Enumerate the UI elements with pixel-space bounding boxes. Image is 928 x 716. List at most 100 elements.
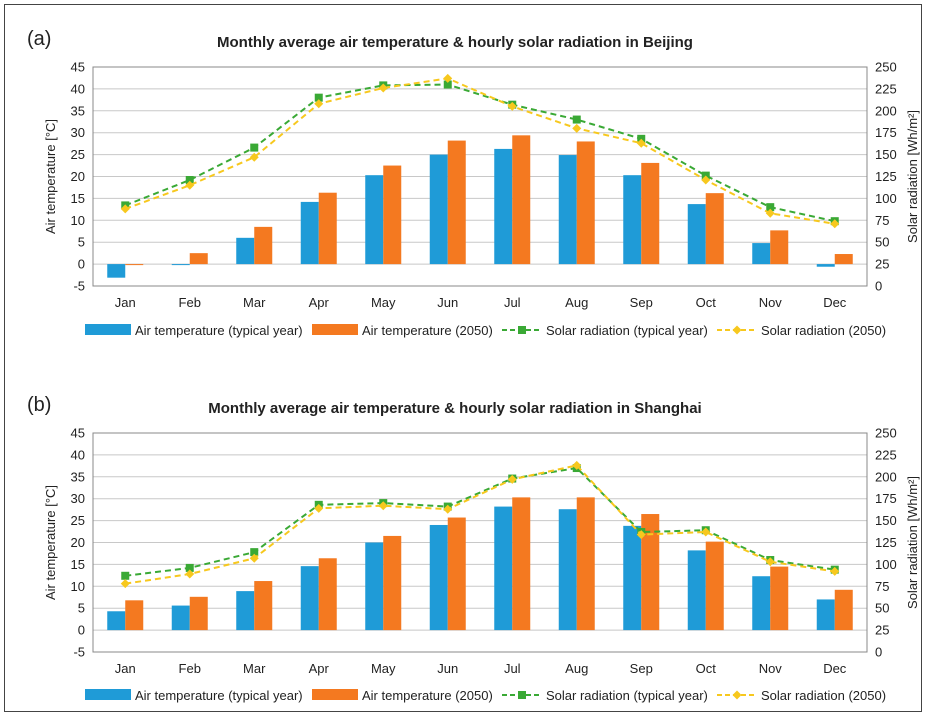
y2-tick-label: 100	[875, 191, 897, 206]
legend-swatch	[85, 324, 131, 335]
bar	[189, 596, 208, 631]
y2-tick-label: 150	[875, 513, 897, 528]
x-tick-label: May	[371, 661, 396, 676]
series-line	[124, 77, 835, 225]
bar	[816, 599, 835, 631]
line-point	[443, 73, 453, 83]
line-point	[314, 503, 324, 513]
legend-marker	[732, 325, 742, 335]
bar	[107, 611, 126, 631]
y-tick-label: 35	[71, 469, 85, 484]
chart-canvas: (a) Monthly average air temperature & hou…	[27, 28, 920, 703]
y-tick-label: 0	[78, 623, 85, 638]
y-tick-label: 20	[71, 169, 85, 184]
y2-tick-label: 200	[875, 469, 897, 484]
legend-entry: Air temperature (2050)	[362, 323, 493, 338]
x-tick-label: Feb	[179, 295, 201, 310]
legend-marker	[732, 690, 742, 700]
bar	[576, 497, 595, 631]
chart-title: Monthly average air temperature & hourly…	[217, 34, 693, 51]
x-tick-label: Nov	[759, 295, 783, 310]
x-tick-label: May	[371, 295, 396, 310]
bar	[687, 550, 706, 631]
y-tick-label: 35	[71, 103, 85, 118]
series-line	[125, 464, 835, 585]
x-tick-label: Jun	[437, 661, 458, 676]
line-point	[765, 208, 775, 218]
bar	[816, 264, 835, 267]
bar	[107, 264, 126, 278]
x-tick-label: Feb	[179, 661, 201, 676]
y-tick-label: 5	[78, 235, 85, 250]
bar	[365, 542, 384, 631]
bar	[429, 154, 448, 265]
bar	[171, 264, 190, 266]
bar	[512, 135, 531, 265]
x-tick-label: Dec	[823, 295, 847, 310]
series-line	[125, 466, 835, 577]
bar	[254, 581, 273, 631]
legend-marker	[518, 691, 526, 699]
y2-tick-label: 25	[875, 257, 889, 272]
legend-entry: Solar radiation (typical year)	[546, 688, 708, 703]
bar	[365, 175, 384, 265]
line-point	[572, 115, 581, 124]
y-tick-label: 5	[78, 601, 85, 616]
y2-axis-label: Solar radiation [Wh/m²]	[905, 110, 920, 243]
bar	[770, 230, 789, 265]
x-tick-label: Oct	[696, 295, 717, 310]
y-axis-label: Air temperature [°C]	[43, 485, 58, 600]
bar	[254, 226, 273, 265]
plot-frame	[92, 66, 868, 287]
plot-frame	[92, 432, 868, 653]
line-point	[701, 527, 711, 537]
x-tick-label: Apr	[309, 661, 330, 676]
y-tick-label: 30	[71, 491, 85, 506]
legend-swatch	[312, 324, 358, 335]
line-point	[378, 83, 388, 93]
panel-label: (a)	[27, 28, 51, 50]
series-line	[124, 83, 835, 223]
figure: (a) Monthly average air temperature & hou…	[4, 4, 922, 712]
line-point	[120, 579, 130, 589]
line-point	[765, 557, 775, 567]
x-tick-label: Dec	[823, 661, 847, 676]
y-tick-label: 40	[71, 447, 85, 462]
bar	[623, 525, 642, 631]
line-point	[830, 566, 840, 576]
y2-tick-label: 250	[875, 60, 897, 75]
y-tick-label: 25	[71, 513, 85, 528]
line-point	[572, 460, 582, 470]
line-point	[249, 553, 259, 563]
line-point	[249, 152, 259, 162]
bar	[834, 589, 853, 631]
bar	[687, 204, 706, 265]
y-tick-label: 10	[71, 579, 85, 594]
panel-label: (b)	[27, 394, 51, 416]
bar	[429, 524, 448, 631]
bar	[494, 148, 513, 265]
x-tick-label: Apr	[309, 295, 330, 310]
chart-title: Monthly average air temperature & hourly…	[208, 400, 701, 417]
y2-tick-label: 125	[875, 535, 897, 550]
bar	[641, 514, 660, 631]
bar	[300, 566, 319, 631]
bar	[318, 558, 337, 631]
line-point	[507, 474, 517, 484]
y-tick-label: 25	[71, 147, 85, 162]
y-tick-label: 45	[71, 60, 85, 75]
x-tick-label: Mar	[243, 295, 266, 310]
line-point	[443, 504, 453, 514]
y2-tick-label: 150	[875, 147, 897, 162]
x-tick-label: Aug	[565, 295, 588, 310]
y-tick-label: 0	[78, 257, 85, 272]
y2-tick-label: 0	[875, 279, 882, 294]
y2-axis-label: Solar radiation [Wh/m²]	[905, 476, 920, 609]
x-tick-label: Jun	[437, 295, 458, 310]
bar	[125, 264, 144, 266]
y-tick-label: 15	[71, 191, 85, 206]
legend-marker	[518, 326, 526, 334]
y-tick-label: 40	[71, 81, 85, 96]
y2-tick-label: 25	[875, 623, 889, 638]
y2-tick-label: 225	[875, 447, 897, 462]
